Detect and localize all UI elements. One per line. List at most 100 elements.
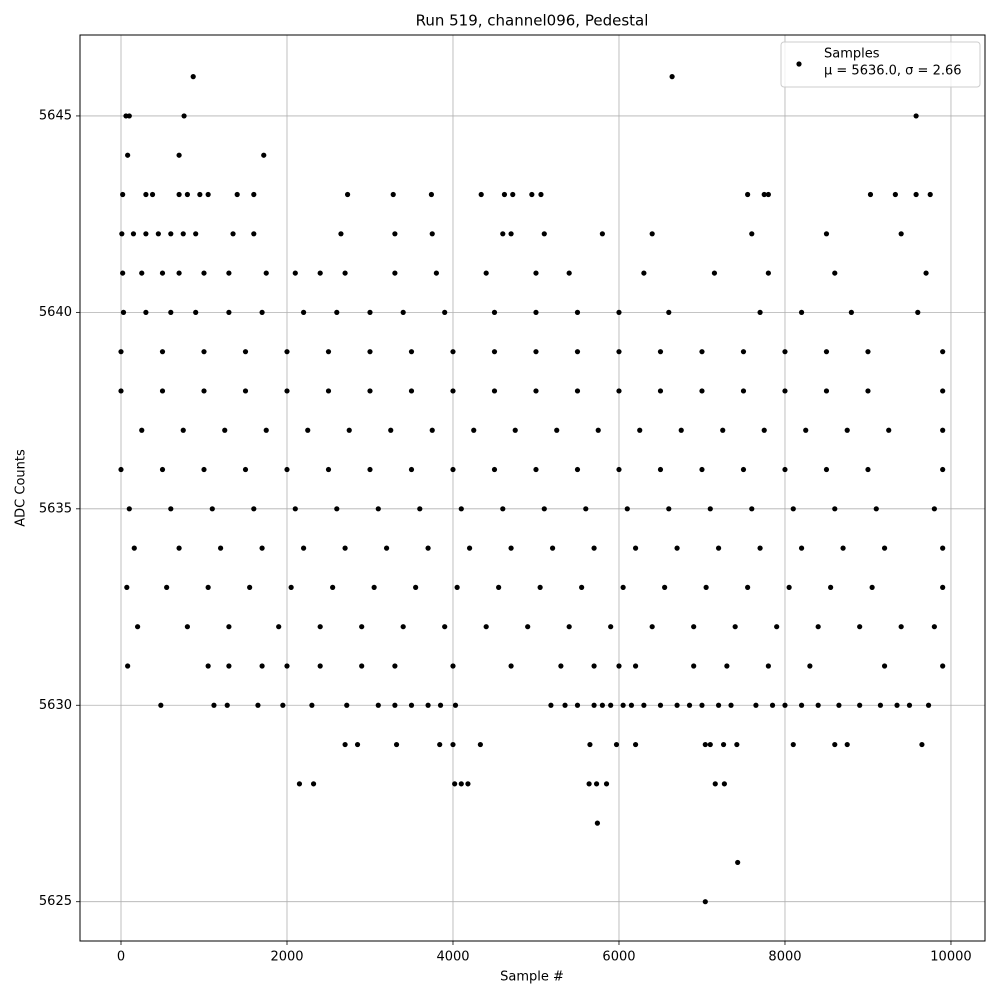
point bbox=[940, 545, 946, 551]
point bbox=[740, 349, 747, 355]
point bbox=[940, 584, 946, 591]
point bbox=[354, 741, 361, 748]
point bbox=[662, 584, 668, 591]
point bbox=[566, 270, 572, 276]
point bbox=[159, 270, 166, 276]
point bbox=[168, 309, 174, 315]
point bbox=[657, 466, 664, 473]
point bbox=[769, 702, 776, 708]
point bbox=[892, 191, 898, 198]
point bbox=[865, 388, 871, 394]
point bbox=[325, 349, 332, 355]
point bbox=[632, 545, 639, 551]
point bbox=[757, 545, 763, 551]
point bbox=[159, 388, 166, 394]
point bbox=[168, 231, 174, 237]
point bbox=[263, 427, 269, 433]
point bbox=[836, 702, 842, 708]
point bbox=[367, 466, 373, 473]
point bbox=[259, 663, 265, 669]
point bbox=[425, 702, 431, 708]
point bbox=[126, 506, 132, 512]
point bbox=[807, 663, 813, 669]
point bbox=[201, 349, 207, 355]
point bbox=[375, 702, 381, 708]
y-tick-label: 5640 bbox=[39, 305, 72, 320]
point bbox=[334, 506, 340, 512]
point bbox=[533, 388, 539, 394]
point bbox=[533, 466, 539, 473]
point bbox=[125, 663, 131, 669]
point bbox=[408, 702, 415, 708]
point bbox=[176, 545, 182, 551]
point bbox=[529, 191, 535, 198]
point bbox=[261, 152, 267, 158]
point bbox=[334, 309, 340, 315]
point bbox=[732, 624, 738, 630]
point bbox=[375, 506, 381, 512]
point bbox=[510, 191, 516, 198]
point bbox=[541, 506, 547, 512]
point bbox=[400, 624, 406, 630]
point bbox=[330, 584, 336, 591]
point bbox=[342, 270, 348, 276]
point bbox=[346, 427, 352, 433]
point bbox=[740, 466, 747, 473]
point bbox=[217, 545, 224, 551]
point bbox=[782, 466, 788, 473]
point bbox=[392, 231, 398, 237]
point bbox=[143, 309, 149, 315]
point bbox=[500, 506, 506, 512]
point bbox=[325, 388, 332, 394]
point bbox=[927, 191, 933, 198]
point bbox=[392, 270, 398, 276]
point bbox=[919, 741, 925, 748]
point bbox=[649, 624, 655, 630]
point bbox=[292, 506, 298, 512]
point bbox=[305, 427, 311, 433]
point bbox=[367, 388, 373, 394]
point bbox=[657, 702, 664, 708]
point bbox=[512, 427, 518, 433]
legend: Samples μ = 5636.0, σ = 2.66 bbox=[780, 41, 981, 88]
point bbox=[691, 624, 697, 630]
point bbox=[344, 702, 350, 708]
point bbox=[587, 741, 593, 748]
point bbox=[707, 741, 713, 748]
point bbox=[765, 663, 771, 669]
y-tick-label: 5630 bbox=[39, 698, 72, 713]
point bbox=[205, 663, 211, 669]
point bbox=[549, 545, 556, 551]
point bbox=[201, 270, 207, 276]
point bbox=[118, 466, 124, 473]
point bbox=[184, 191, 190, 198]
point bbox=[159, 466, 166, 473]
point bbox=[691, 663, 697, 669]
point bbox=[259, 545, 265, 551]
point bbox=[491, 466, 498, 473]
point bbox=[131, 545, 137, 551]
point bbox=[712, 781, 718, 787]
point bbox=[753, 702, 759, 708]
point bbox=[500, 231, 506, 237]
point bbox=[259, 309, 265, 315]
point bbox=[176, 191, 182, 198]
points bbox=[118, 74, 946, 905]
point bbox=[477, 741, 483, 748]
point bbox=[832, 741, 838, 748]
point bbox=[865, 466, 871, 473]
point bbox=[450, 741, 456, 748]
point bbox=[139, 427, 145, 433]
point bbox=[255, 702, 261, 708]
point bbox=[317, 270, 323, 276]
point bbox=[193, 309, 199, 315]
point bbox=[782, 388, 788, 394]
point bbox=[728, 702, 734, 708]
point bbox=[118, 349, 124, 355]
point bbox=[408, 349, 415, 355]
legend-marker bbox=[796, 61, 802, 67]
point bbox=[359, 663, 365, 669]
point bbox=[176, 270, 182, 276]
point bbox=[707, 506, 713, 512]
point bbox=[608, 702, 614, 708]
